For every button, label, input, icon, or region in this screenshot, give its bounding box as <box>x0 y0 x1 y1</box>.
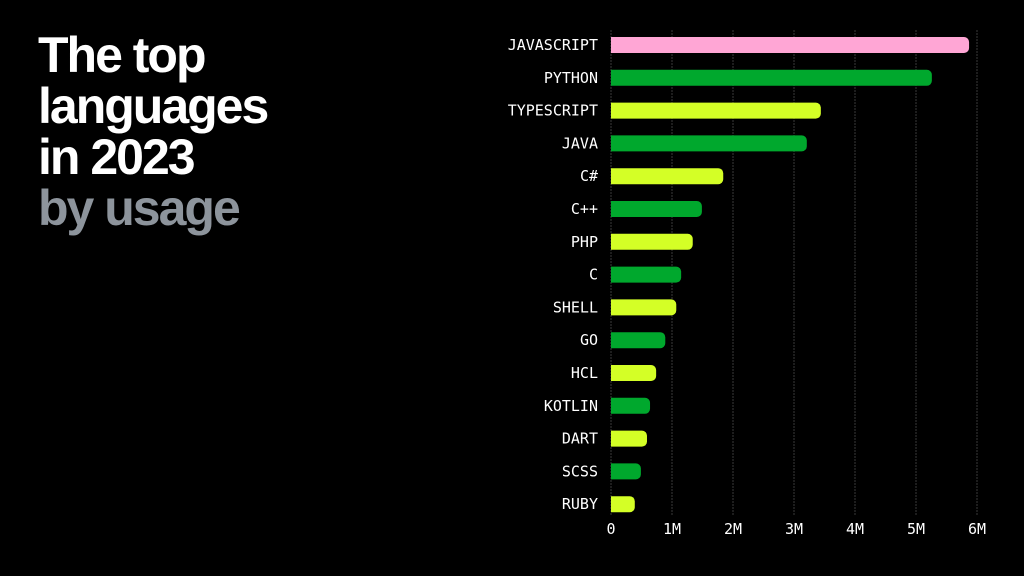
chart-title: The top languages in 2023 by usage <box>38 27 269 236</box>
bar <box>611 397 651 414</box>
category-label: PHP <box>571 233 598 251</box>
category-label: SCSS <box>562 462 598 480</box>
bar <box>611 201 702 217</box>
bar <box>611 102 821 119</box>
category-label: RUBY <box>562 495 598 513</box>
bar <box>611 168 724 185</box>
category-label: HCL <box>571 364 598 382</box>
category-label: C <box>589 266 598 284</box>
title-line: The top <box>38 27 207 83</box>
bar <box>611 233 693 250</box>
x-tick-label: 2M <box>724 520 742 538</box>
bar <box>611 463 641 480</box>
category-label: TYPESCRIPT <box>508 102 598 120</box>
category-label: JAVASCRIPT <box>508 36 598 54</box>
x-tick-label: 4M <box>846 520 864 538</box>
x-tick-label: 3M <box>785 520 803 538</box>
chart-subtitle: by usage <box>38 180 241 236</box>
bar <box>611 332 666 349</box>
category-label: KOTLIN <box>544 397 598 415</box>
category-label: GO <box>580 331 598 349</box>
bar <box>611 37 970 53</box>
bar <box>611 69 932 86</box>
bar <box>611 135 807 152</box>
x-tick-label: 5M <box>907 520 925 538</box>
category-label: C# <box>580 167 598 185</box>
x-tick-label: 0 <box>606 520 615 538</box>
category-label: PYTHON <box>544 69 598 87</box>
bar <box>611 365 657 381</box>
bar <box>611 266 682 283</box>
title-line: languages <box>38 78 269 134</box>
bar <box>611 299 677 316</box>
bar <box>611 496 635 513</box>
category-label: SHELL <box>553 298 598 316</box>
title-line: in 2023 <box>38 129 196 185</box>
x-tick-label: 6M <box>968 520 986 538</box>
x-tick-label: 1M <box>663 520 681 538</box>
bar <box>611 430 647 447</box>
category-label: DART <box>562 430 598 448</box>
category-label: JAVA <box>562 134 598 152</box>
category-label: C++ <box>571 200 598 218</box>
